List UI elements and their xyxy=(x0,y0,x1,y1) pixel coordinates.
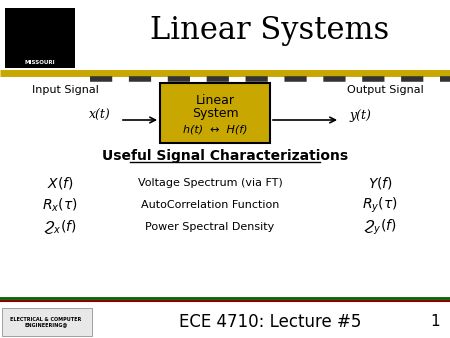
Text: Input Signal: Input Signal xyxy=(32,85,99,95)
Text: Output Signal: Output Signal xyxy=(346,85,423,95)
Text: Power Spectral Density: Power Spectral Density xyxy=(145,222,274,232)
Bar xyxy=(160,83,270,143)
Text: 1: 1 xyxy=(430,314,440,330)
Text: y(t): y(t) xyxy=(349,108,371,121)
Text: $Ϩ_y(f)$: $Ϩ_y(f)$ xyxy=(364,217,396,237)
Text: ECE 4710: Lecture #5: ECE 4710: Lecture #5 xyxy=(179,313,361,331)
Text: $X(f)$: $X(f)$ xyxy=(47,175,73,191)
Text: System: System xyxy=(192,106,238,120)
Text: AutoCorrelation Function: AutoCorrelation Function xyxy=(141,200,279,210)
Text: $Ϩ_x(f)$: $Ϩ_x(f)$ xyxy=(44,218,76,236)
Text: Linear Systems: Linear Systems xyxy=(150,15,390,46)
Text: Linear: Linear xyxy=(195,95,234,107)
Text: Voltage Spectrum (via FT): Voltage Spectrum (via FT) xyxy=(138,178,283,188)
Text: $R_x(τ)$: $R_x(τ)$ xyxy=(42,196,78,214)
Text: h(t)  ↔  H(f): h(t) ↔ H(f) xyxy=(183,124,247,134)
Bar xyxy=(5,8,75,68)
Text: ELECTRICAL & COMPUTER
ENGINEERING@: ELECTRICAL & COMPUTER ENGINEERING@ xyxy=(10,317,81,328)
Text: $Y(f)$: $Y(f)$ xyxy=(368,175,392,191)
Text: x(t): x(t) xyxy=(89,108,111,121)
Text: MISSOURI: MISSOURI xyxy=(25,60,55,65)
Text: $R_y(τ)$: $R_y(τ)$ xyxy=(362,195,398,215)
Text: Useful Signal Characterizations: Useful Signal Characterizations xyxy=(102,149,348,163)
Bar xyxy=(2,308,92,336)
